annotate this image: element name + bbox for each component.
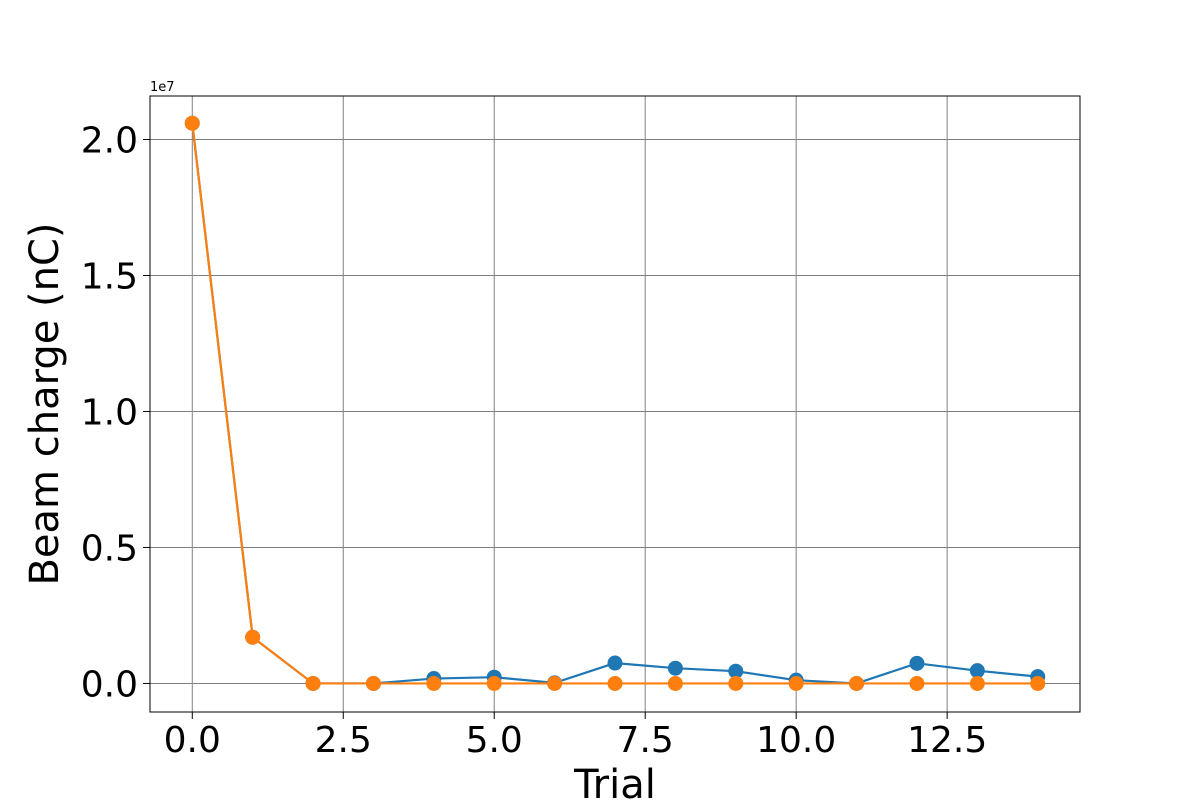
data-point <box>184 115 200 131</box>
y-offset-label: 1e7 <box>150 80 175 95</box>
data-point <box>547 675 563 691</box>
data-point <box>667 660 683 676</box>
y-tick-label: 2.0 <box>81 121 138 162</box>
series-2 <box>184 115 1046 691</box>
data-point <box>426 675 442 691</box>
data-point <box>728 663 744 679</box>
y-tick-label: 0.0 <box>81 664 138 705</box>
data-point <box>1030 675 1046 691</box>
series-layer <box>184 115 1046 691</box>
x-tick-label: 7.5 <box>617 720 674 761</box>
data-point <box>486 675 502 691</box>
y-tick-label: 0.5 <box>81 528 138 569</box>
grid <box>150 96 1080 712</box>
series-line <box>191 123 1038 685</box>
x-tick-label: 5.0 <box>466 720 523 761</box>
series-line <box>191 123 1038 685</box>
x-tick-label: 12.5 <box>907 720 987 761</box>
data-point <box>909 675 925 691</box>
plot-frame <box>149 95 1081 713</box>
data-point <box>849 675 865 691</box>
data-point <box>245 629 261 645</box>
y-tick-label: 1.0 <box>81 392 138 433</box>
y-axis-label: Beam charge (nC) <box>22 222 68 585</box>
x-tick-label: 10.0 <box>756 720 836 761</box>
data-point <box>365 675 381 691</box>
x-tick-label: 2.5 <box>315 720 372 761</box>
data-point <box>667 675 683 691</box>
data-point <box>607 675 623 691</box>
data-point <box>728 675 744 691</box>
y-tick-label: 1.5 <box>81 256 138 297</box>
ticks: 0.0 2.5 5.0 7.5 10.0 12.5 0.0 0.5 1.0 1.5 2.0 <box>81 121 987 761</box>
data-point <box>969 663 985 679</box>
series-1 <box>184 115 1046 691</box>
data-point <box>305 675 321 691</box>
data-point <box>788 675 804 691</box>
x-tick-label: 0.0 <box>164 720 221 761</box>
data-point <box>969 675 985 691</box>
data-point <box>607 655 623 671</box>
x-axis-label: Trial <box>573 762 656 800</box>
data-point <box>909 655 925 671</box>
